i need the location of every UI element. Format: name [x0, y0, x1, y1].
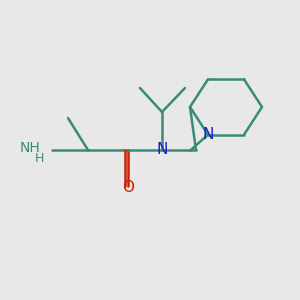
Text: O: O — [122, 181, 134, 196]
Text: N: N — [202, 127, 214, 142]
Text: NH: NH — [19, 141, 40, 155]
Text: H: H — [34, 152, 44, 166]
Text: N: N — [156, 142, 168, 158]
